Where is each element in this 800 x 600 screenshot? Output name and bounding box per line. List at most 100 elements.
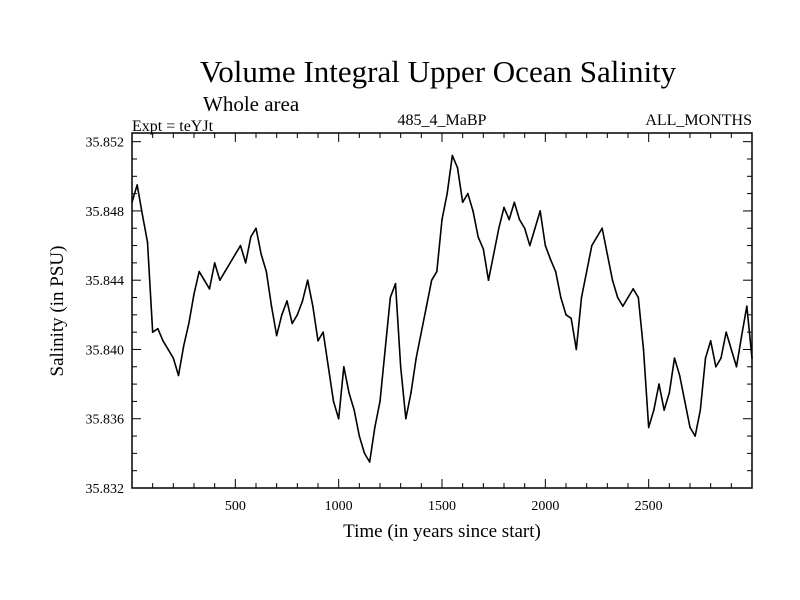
chart-title: Volume Integral Upper Ocean Salinity: [200, 54, 677, 89]
data-point: [663, 409, 665, 411]
plot-data-layer: [131, 154, 753, 463]
data-point: [575, 348, 578, 351]
x-tick-label: 2500: [635, 499, 663, 514]
data-point: [456, 166, 459, 169]
data-point: [219, 279, 221, 282]
data-point: [699, 409, 702, 411]
data-point: [353, 409, 355, 411]
data-point: [348, 391, 350, 394]
data-point: [668, 391, 671, 394]
data-point: [275, 334, 278, 337]
data-point: [704, 357, 707, 359]
data-point: [554, 270, 557, 273]
y-tick-label: 35.836: [86, 413, 125, 428]
data-point: [286, 300, 288, 302]
data-point: [622, 305, 624, 307]
data-point: [508, 218, 510, 221]
data-point: [430, 279, 433, 282]
data-point: [394, 282, 397, 285]
x-axis-label: Time (in years since start): [343, 521, 541, 542]
data-point: [606, 253, 609, 256]
data-point: [585, 270, 588, 273]
data-point: [740, 334, 743, 337]
data-point: [213, 262, 216, 264]
data-point: [565, 314, 567, 316]
data-point: [260, 253, 262, 256]
data-point: [539, 210, 541, 212]
data-point: [301, 300, 304, 302]
data-point: [384, 348, 386, 351]
data-point: [560, 296, 562, 299]
data-point: [616, 296, 619, 299]
data-point: [596, 236, 598, 238]
data-point: [544, 244, 547, 247]
data-point: [591, 244, 593, 247]
data-point: [182, 345, 185, 347]
data-point: [358, 435, 361, 437]
data-point: [239, 244, 242, 247]
data-point: [379, 400, 381, 403]
data-point: [203, 279, 206, 282]
data-point: [446, 192, 448, 195]
data-point: [720, 357, 722, 359]
data-point: [343, 365, 345, 368]
data-point: [157, 327, 159, 330]
data-point: [658, 383, 660, 385]
data-point: [193, 293, 195, 295]
data-point: [296, 314, 299, 316]
data-point: [322, 331, 324, 333]
data-point: [167, 348, 169, 351]
data-point: [746, 305, 748, 307]
experiment-label: Expt = teYJt: [132, 118, 214, 135]
data-point: [198, 270, 200, 273]
data-point: [673, 357, 676, 359]
data-point: [374, 426, 376, 429]
data-point: [136, 184, 138, 186]
data-point: [730, 348, 733, 351]
data-point: [472, 210, 474, 212]
data-point: [653, 409, 655, 411]
data-point: [647, 426, 650, 429]
plot-frame: [131, 132, 753, 489]
data-point: [503, 206, 505, 209]
x-tick-label: 1000: [325, 499, 353, 514]
data-point: [487, 279, 490, 282]
x-tick-label: 1500: [428, 499, 456, 514]
data-point: [312, 305, 314, 307]
data-point: [270, 305, 273, 307]
data-point: [637, 296, 640, 299]
data-point: [632, 288, 634, 290]
y-tick-label: 35.848: [86, 205, 125, 220]
data-point: [549, 258, 552, 261]
data-point: [172, 357, 175, 359]
data-point: [415, 357, 417, 359]
data-point: [482, 248, 485, 250]
data-point: [534, 227, 536, 230]
data-point: [678, 374, 681, 377]
data-point: [317, 340, 319, 342]
data-point: [518, 218, 521, 221]
y-tick-label: 35.852: [86, 136, 125, 151]
data-point: [291, 322, 293, 325]
data-point: [332, 400, 335, 403]
axis-ticks: 500 1000 1500 2000 2500 35.832 35.836 35.840 35.…: [86, 133, 752, 514]
data-point: [399, 365, 402, 368]
data-point: [425, 305, 428, 307]
data-point: [363, 452, 366, 455]
y-tick-label: 35.840: [86, 343, 125, 358]
data-point: [498, 227, 500, 230]
data-point: [477, 236, 479, 238]
data-point: [529, 244, 531, 247]
data-point: [709, 340, 712, 342]
data-point: [684, 400, 686, 403]
run-label: 485_4_MaBP: [398, 112, 487, 129]
months-label: ALL_MONTHS: [645, 112, 752, 129]
data-point: [151, 331, 154, 333]
data-point: [410, 391, 412, 394]
y-tick-label: 35.844: [86, 274, 125, 289]
data-point: [461, 201, 464, 204]
data-point: [436, 270, 438, 273]
data-point: [611, 279, 614, 282]
data-point: [265, 270, 268, 273]
data-point: [188, 322, 190, 325]
